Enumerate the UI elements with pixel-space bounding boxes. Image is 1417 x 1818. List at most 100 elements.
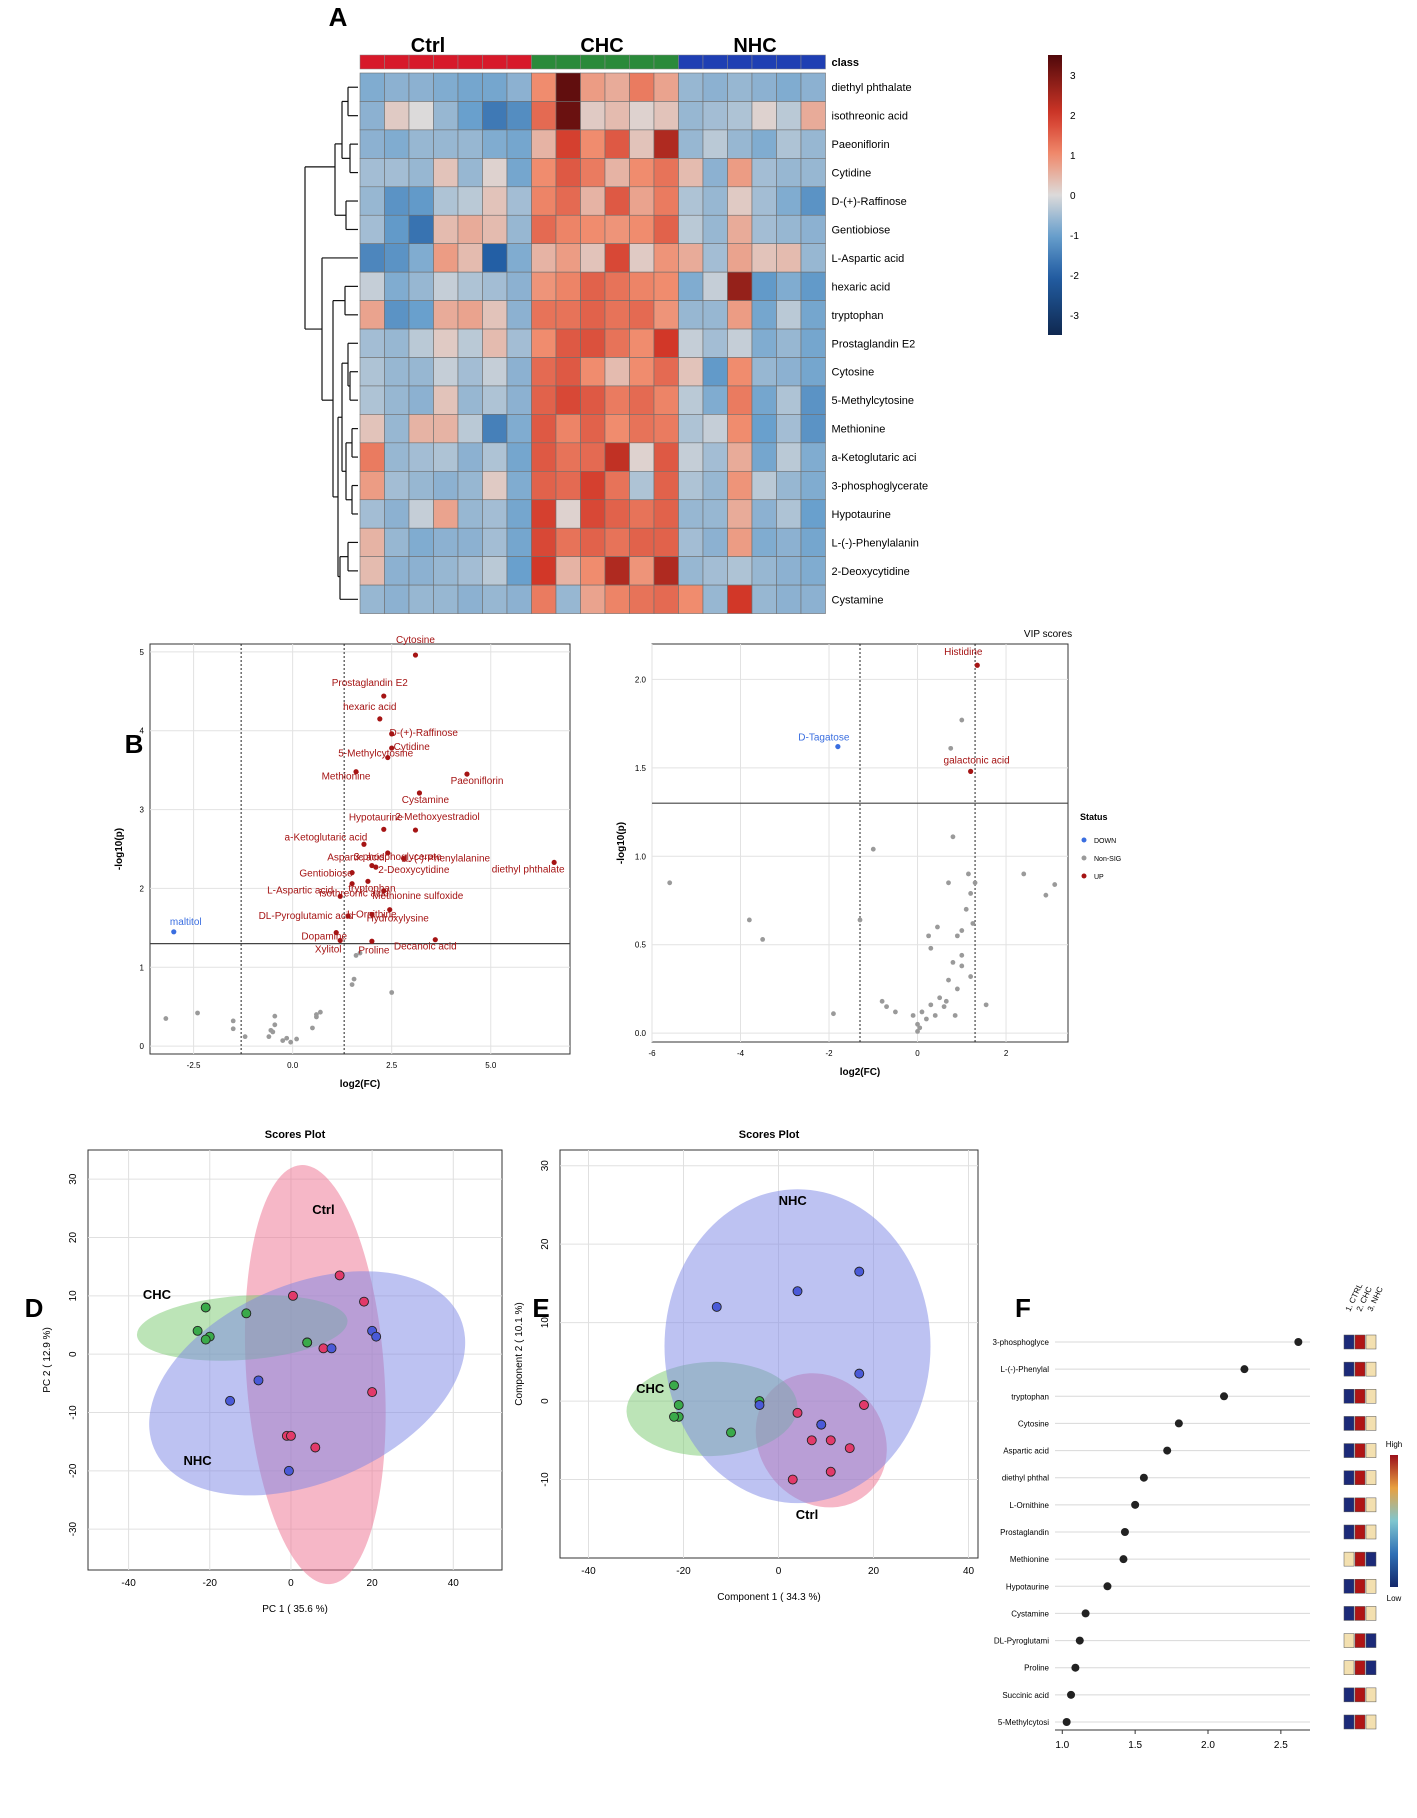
- heatmap-cell: [531, 385, 557, 415]
- heat-cell: [1354, 1579, 1366, 1594]
- nonsig-point: [923, 1016, 929, 1022]
- heatmap-cell: [702, 499, 728, 529]
- nonsig-point: [915, 1021, 920, 1027]
- heatmap-cell: [506, 72, 532, 102]
- heatmap-cell: [555, 328, 581, 358]
- x-tick-label: 0: [776, 1566, 782, 1577]
- volcano-plot-b: -2.5 0.0 2.5 5.0 0 1 2 3 4 5 Cytosine Prostaglandin…: [114, 635, 571, 1090]
- score-point: [792, 1407, 803, 1418]
- score-point: [310, 1442, 321, 1453]
- heatmap-cell: [776, 101, 802, 131]
- class-bar-cell: [727, 54, 753, 70]
- heatmap-cell: [653, 158, 679, 188]
- heatmap-cell: [653, 385, 679, 415]
- heatmap-cell: [531, 214, 557, 245]
- heatmap-cell: [800, 584, 826, 614]
- panel-label-A: A: [329, 2, 348, 32]
- vip-point: [1139, 1473, 1148, 1482]
- class-bar-cell: [555, 54, 581, 70]
- x-tick-label: 1.5: [1128, 1740, 1142, 1751]
- heatmap-cell: [580, 300, 606, 330]
- class-bar-cell: [408, 54, 434, 70]
- heatmap-cell: [629, 470, 655, 501]
- heatmap-cell: [482, 243, 508, 273]
- y-tick-label: 2.0: [635, 675, 647, 684]
- point-label: Dopamine: [301, 932, 347, 943]
- score-point: [288, 1290, 298, 1301]
- heatmap-cell: [531, 129, 557, 159]
- heat-cell: [1343, 1470, 1355, 1485]
- heatmap-cell: [433, 158, 459, 188]
- plot-area: [651, 643, 1069, 1043]
- nonsig-point: [1052, 882, 1058, 887]
- point-label: a-Ketoglutaric acid: [285, 832, 368, 843]
- heatmap-cell: [506, 556, 532, 586]
- heatmap-cell: [506, 101, 532, 131]
- point-label: Histidine: [944, 647, 983, 658]
- heatmap-cell: [776, 499, 802, 529]
- heatmap-cell: [531, 499, 557, 529]
- y-tick-label: -10: [540, 1472, 551, 1487]
- nonsig-point: [1021, 871, 1027, 877]
- heatmap-cell: [531, 300, 557, 330]
- heatmap-cell: [800, 72, 826, 102]
- class-label: class: [832, 57, 860, 69]
- point-label: Hypotaurine: [349, 812, 403, 823]
- heatmap-cell: [751, 442, 777, 472]
- heatmap-cell: [776, 243, 802, 273]
- nonsig-point: [935, 924, 940, 930]
- heatmap-cell: [604, 243, 630, 273]
- heatmap-row-label: Methionine: [832, 424, 886, 436]
- heatmap-cell: [408, 101, 434, 131]
- heatmap-cell: [678, 300, 704, 330]
- heatmap-cell: [555, 556, 581, 586]
- heatmap-cell: [629, 584, 655, 614]
- heatmap-cell: [531, 328, 557, 358]
- nonsig-point: [310, 1025, 315, 1031]
- nonsig-point: [932, 1013, 938, 1018]
- heatmap-cell: [408, 385, 434, 415]
- nonsig-point: [760, 937, 766, 942]
- nonsig-point: [230, 1018, 236, 1024]
- heatmap-cell: [433, 385, 459, 415]
- heat-cell: [1354, 1497, 1366, 1513]
- heatmap-cell: [457, 414, 483, 444]
- heatmap-cell: [776, 470, 802, 501]
- heatmap-cell: [751, 328, 777, 358]
- point-label: Prostaglandin E2: [332, 678, 409, 689]
- significant-point: [432, 937, 438, 943]
- nonsig-point: [946, 880, 951, 886]
- heatmap-cell: [580, 385, 606, 415]
- heatmap-cell: [531, 243, 557, 273]
- heatmap-cell: [751, 158, 777, 188]
- nonsig-point: [667, 880, 673, 886]
- heatmap-cell: [531, 442, 557, 472]
- heatmap-cell: [751, 584, 777, 614]
- x-axis-label: log2(FC): [340, 1079, 381, 1090]
- heat-cell: [1354, 1714, 1366, 1730]
- vip-point: [1240, 1365, 1249, 1374]
- heatmap-cell: [629, 414, 655, 444]
- heatmap-cell: [506, 129, 532, 159]
- heatmap-cell: [506, 300, 532, 330]
- heatmap-cell: [408, 584, 434, 614]
- heatmap-cell: [800, 328, 826, 358]
- heatmap-cell: [408, 556, 434, 586]
- heatmap-cell: [702, 527, 728, 557]
- heatmap-cell: [702, 72, 728, 102]
- panel-label-D: D: [25, 1293, 44, 1323]
- heatmap-row-label: Cytidine: [832, 168, 872, 180]
- heatmap-cell: [604, 527, 630, 557]
- heatmap-cell: [800, 527, 826, 557]
- heatmap-cell: [506, 470, 532, 501]
- significant-point: [337, 893, 343, 899]
- heatmap-row-label: Paeoniflorin: [832, 139, 890, 151]
- y-tick-label: 0: [540, 1398, 551, 1404]
- point-label: L-(-)-Phenylalanine: [405, 853, 490, 864]
- heat-cell: [1365, 1579, 1377, 1594]
- heatmap-cell: [555, 300, 581, 330]
- heatmap-cell: [482, 214, 508, 245]
- heatmap-cell: [384, 556, 410, 586]
- heatmap-cell: [359, 470, 385, 501]
- heatmap-cell: [604, 328, 630, 358]
